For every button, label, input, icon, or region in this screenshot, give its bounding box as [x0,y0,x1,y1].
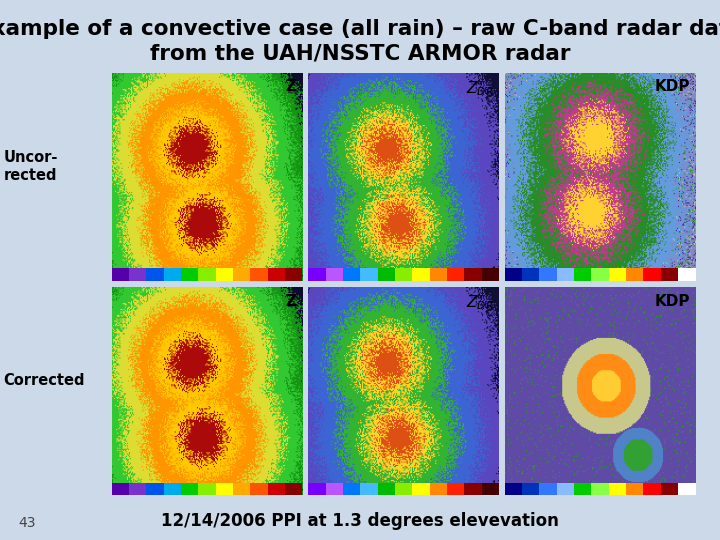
Bar [360,268,377,281]
Bar [522,268,539,281]
Text: 12/14/2006 PPI at 1.3 degrees elevevation: 12/14/2006 PPI at 1.3 degrees elevevatio… [161,512,559,530]
Bar [430,268,447,281]
Bar [591,268,609,281]
Bar [251,268,268,281]
Bar [413,483,430,495]
Text: Z: Z [286,294,297,308]
Bar [268,268,285,281]
Bar [482,483,499,495]
Bar [285,483,302,495]
Bar [661,268,678,281]
Bar [146,483,163,495]
Bar [413,268,430,281]
Bar [233,268,251,281]
Bar [505,483,522,495]
Bar [447,483,464,495]
Bar [395,268,413,281]
Bar [539,483,557,495]
Bar [539,268,557,281]
Bar [609,483,626,495]
Bar [522,483,539,495]
Bar [325,483,343,495]
Bar [644,268,661,281]
Text: Corrected: Corrected [4,373,85,388]
Bar [626,268,644,281]
Bar [678,483,696,495]
Text: $Z_{DR}$: $Z_{DR}$ [466,294,493,312]
Bar [181,268,198,281]
Bar [557,483,574,495]
Bar [661,483,678,495]
Bar [482,268,499,281]
Bar [447,268,464,281]
Bar [343,268,360,281]
Bar [198,483,216,495]
Bar [644,483,661,495]
Text: KDP: KDP [654,79,690,94]
Bar [112,268,129,281]
Bar [163,268,181,281]
Text: from the UAH/NSSTC ARMOR radar: from the UAH/NSSTC ARMOR radar [150,43,570,63]
Bar [112,483,129,495]
Bar [377,268,395,281]
Bar [285,268,302,281]
Text: KDP: KDP [654,294,690,308]
Bar [609,268,626,281]
Bar [626,483,644,495]
Bar [430,483,447,495]
Bar [198,268,216,281]
Bar [464,268,482,281]
Bar [325,268,343,281]
Bar [129,483,146,495]
Bar [574,268,591,281]
Bar [146,268,163,281]
Bar [360,483,377,495]
Text: Uncor-
rected: Uncor- rected [4,150,58,183]
Bar [308,268,325,281]
Bar [129,268,146,281]
Bar [678,268,696,281]
Bar [557,268,574,281]
Bar [591,483,609,495]
Bar [216,268,233,281]
Bar [464,483,482,495]
Bar [377,483,395,495]
Text: $Z_{DR}$: $Z_{DR}$ [466,79,493,98]
Bar [343,483,360,495]
Bar [395,483,413,495]
Bar [268,483,285,495]
Bar [216,483,233,495]
Bar [163,483,181,495]
Bar [308,483,325,495]
Bar [574,483,591,495]
Bar [251,483,268,495]
Text: Example of a convective case (all rain) – raw C-band radar data: Example of a convective case (all rain) … [0,19,720,39]
Text: Z: Z [286,79,297,94]
Bar [505,268,522,281]
Bar [181,483,198,495]
Text: 43: 43 [18,516,35,530]
Bar [233,483,251,495]
